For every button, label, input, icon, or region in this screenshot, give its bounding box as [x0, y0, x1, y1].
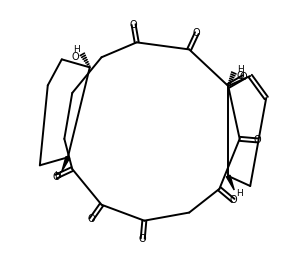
Polygon shape	[62, 156, 70, 171]
Text: H: H	[236, 189, 243, 198]
Text: H: H	[237, 64, 244, 73]
Text: O: O	[254, 135, 261, 145]
Text: O: O	[240, 72, 248, 82]
Text: O: O	[87, 214, 95, 224]
Text: O: O	[230, 195, 237, 205]
Text: O: O	[52, 172, 60, 182]
Text: O: O	[237, 71, 244, 81]
Text: O: O	[130, 20, 137, 30]
Text: O: O	[72, 52, 80, 62]
Text: O: O	[193, 28, 201, 38]
Text: H: H	[73, 45, 80, 54]
Polygon shape	[226, 175, 234, 190]
Text: O: O	[139, 234, 147, 244]
Text: H: H	[54, 171, 61, 180]
